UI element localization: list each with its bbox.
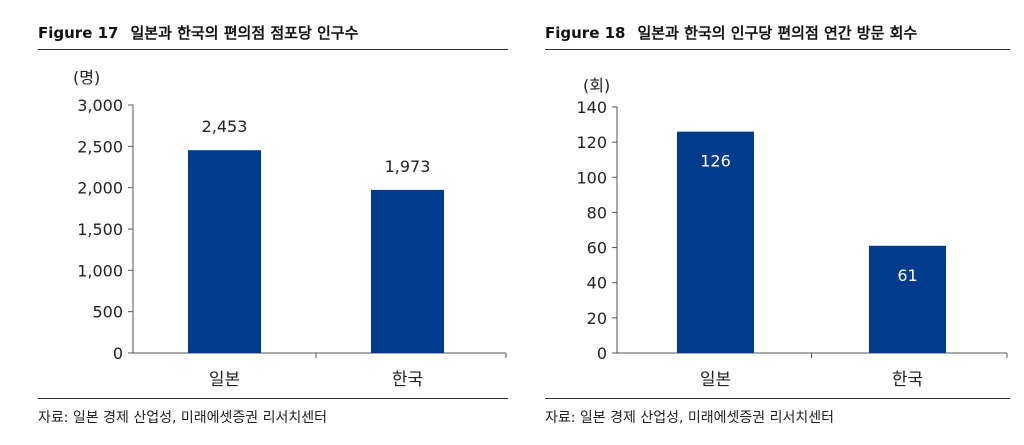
- figure-17-chart: (명) 0 500 1,000 1,500 2,000 2,500 3,000 2,453 일본 1…: [73, 68, 507, 390]
- figure-18-y-tick-label: 120: [576, 133, 607, 152]
- figure-18-source: 자료: 일본 경제 산업성, 미래에셋증권 리서치센터: [545, 410, 835, 426]
- figure-17-bar-2: [371, 189, 444, 353]
- figure-17-data-label: 2,453: [202, 117, 248, 136]
- figure-17-y-tick-label: 1,500: [77, 220, 123, 239]
- figure-17-category-label: 일본: [209, 370, 240, 390]
- figure-18-source-rule: [545, 398, 1010, 399]
- figure-18-y-tick-label: 140: [576, 98, 607, 117]
- figure-18-category-label: 일본: [700, 370, 731, 390]
- figure-17-title: Figure 17 일본과 한국의 편의점 점포당 인구수: [38, 22, 508, 43]
- figure-17-y-tick-label: 2,000: [77, 179, 123, 198]
- figure-18-unit-label: (회): [583, 76, 610, 95]
- figure-18-y-tick-label: 0: [597, 344, 607, 363]
- figure-18-panel: Figure 18 일본과 한국의 인구당 편의점 연간 방문 회수 (회) 0 20…: [545, 0, 1010, 445]
- figure-17-y-tick-label: 2,500: [77, 137, 123, 156]
- figure-18-y-tick-label: 100: [576, 168, 607, 187]
- figure-17-title-text: 일본과 한국의 편의점 점포당 인구수: [130, 24, 359, 42]
- figure-17-data-label: 1,973: [385, 157, 431, 176]
- figure-18-data-label: 61: [897, 266, 917, 285]
- figure-18-title-text: 일본과 한국의 인구당 편의점 연간 방문 회수: [637, 24, 918, 42]
- figure-17-source: 자료: 일본 경제 산업성, 미래에셋증권 리서치센터: [38, 410, 328, 426]
- figure-17-y-tick-label: 1,000: [77, 261, 123, 280]
- figure-17-title-rule: [38, 49, 508, 50]
- figure-18-bar-2: [869, 245, 946, 353]
- figure-18-bar-1: [677, 131, 754, 353]
- figure-18-number: Figure 18: [545, 24, 626, 42]
- figure-17-source-rule: [38, 398, 508, 399]
- figure-18-data-label: 126: [700, 152, 731, 171]
- figure-18-category-label: 한국: [892, 370, 923, 390]
- figure-18-y-tick-label: 60: [587, 239, 607, 258]
- figure-17-bar-1: [188, 150, 261, 353]
- figure-17-number: Figure 17: [38, 24, 119, 42]
- figure-17-panel: Figure 17 일본과 한국의 편의점 점포당 인구수 (명) 0 500 1,00…: [38, 0, 508, 445]
- figure-17-y-tick-label: 500: [92, 303, 123, 322]
- figure-18-y-tick-label: 80: [587, 203, 607, 222]
- figure-18-y-tick-label: 20: [587, 309, 607, 328]
- figure-17-unit-label: (명): [73, 68, 100, 87]
- figure-18-title-rule: [545, 49, 1010, 50]
- figure-18-y-tick-label: 40: [587, 274, 607, 293]
- figure-18-chart: (회) 0 20 40 60 80 100 120 140 126 일본 61 한국: [576, 76, 1008, 390]
- figure-17-category-label: 한국: [392, 370, 423, 390]
- figure-18-title: Figure 18 일본과 한국의 인구당 편의점 연간 방문 회수: [545, 22, 1010, 43]
- figure-17-y-tick-label: 0: [113, 344, 123, 363]
- figure-17-y-tick-label: 3,000: [77, 96, 123, 115]
